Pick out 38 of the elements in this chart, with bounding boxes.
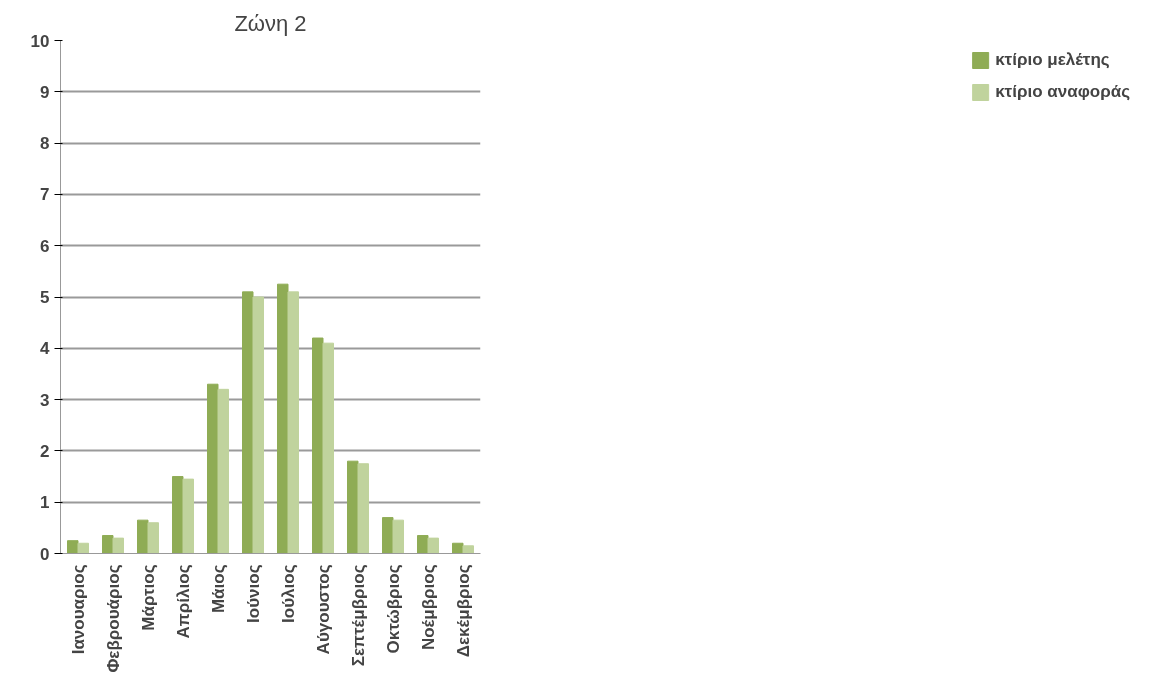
bar [252,296,264,554]
bar [112,537,124,554]
x-tick-label: Μάρτιος [138,564,158,631]
y-tick-label: 2 [40,441,50,461]
legend-label: κτίριο αναφοράς [995,82,1130,102]
chart-title: Ζώνη 2 [234,10,307,36]
x-tick-label: Ιούλιος [278,564,298,623]
x-tick-label: Ιούνιος [243,564,263,623]
bar [217,388,229,554]
bar [462,545,474,554]
legend-label: κτίριο μελέτης [995,50,1110,70]
y-tick-label: 5 [40,288,50,307]
x-tick-label: Οκτώβριος [383,564,403,654]
bar [322,342,334,554]
y-tick-label: 3 [40,390,50,410]
y-tick-label: 0 [40,544,50,564]
x-tick-label: Φεβρουάριος [103,564,123,673]
y-tick-label: 7 [40,185,50,205]
x-tick-label: Αύγουστος [313,564,333,655]
y-tick-label: 4 [40,339,51,359]
bar [357,463,369,554]
x-tick-label: Μάιος [208,564,228,614]
y-tick-label: 6 [40,236,50,256]
x-tick-label: Νοέμβριος [418,564,438,651]
y-tick-label: 8 [40,134,50,154]
bar [287,291,299,554]
x-tick-label: Ιανουαριος [68,564,88,655]
x-tick-label: Απρίλιος [173,564,193,639]
x-tick-label: Δεκέμβριος [453,564,473,658]
y-tick-label: 10 [30,31,50,51]
bar [392,519,404,554]
bar [77,542,89,554]
y-tick-label: 9 [40,82,50,102]
bar [182,478,194,554]
y-tick-label: 1 [40,493,50,513]
bar [147,522,159,554]
x-tick-label: Σεπτέμβριος [348,564,368,667]
bar [427,537,439,554]
